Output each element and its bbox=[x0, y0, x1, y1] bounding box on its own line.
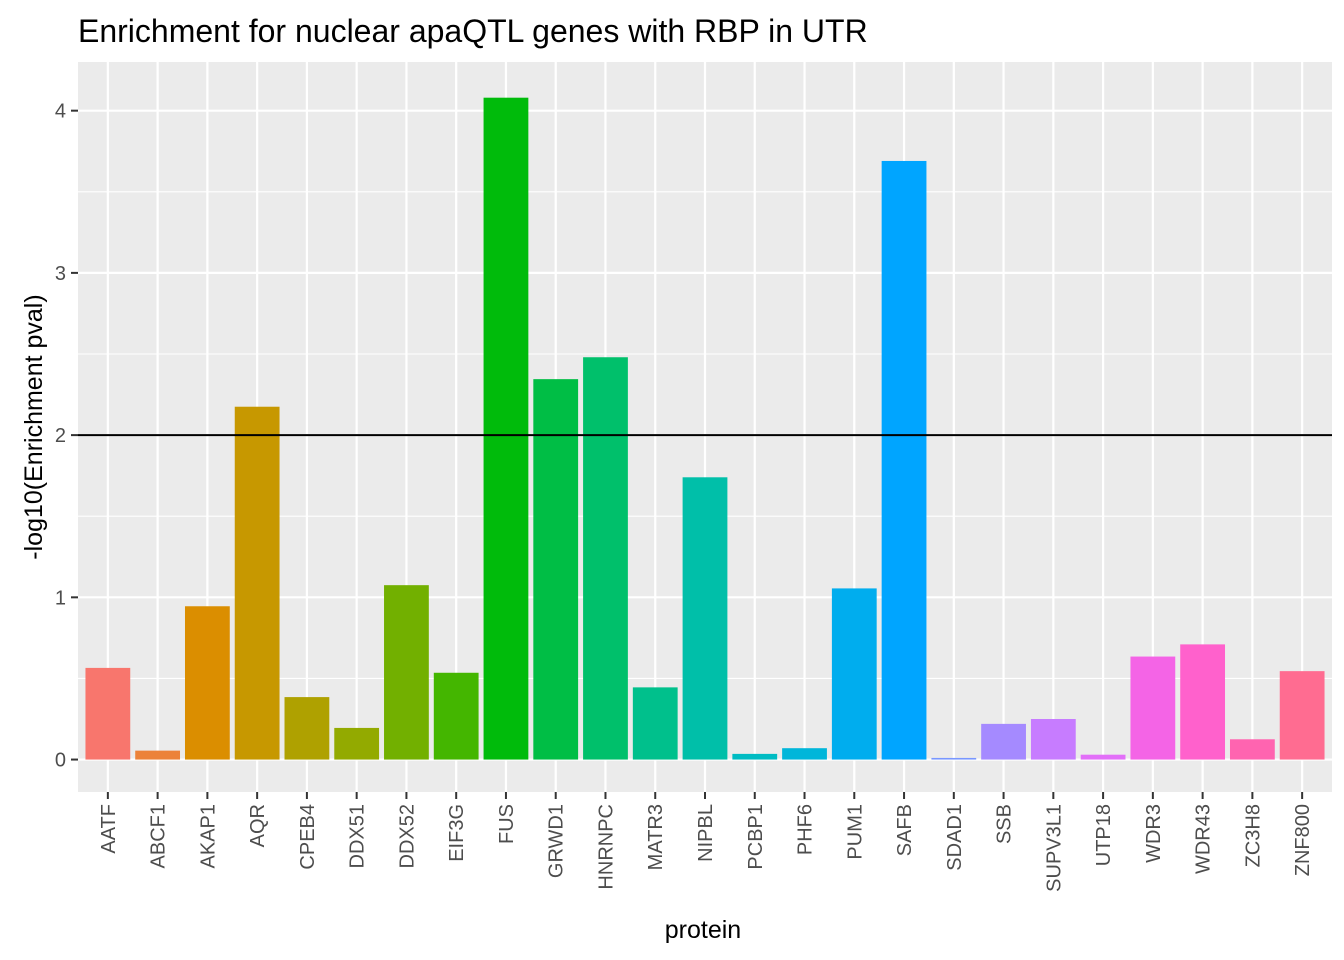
y-axis: 0 1 2 3 4 bbox=[55, 101, 78, 772]
bar-akap1 bbox=[184, 606, 230, 760]
bar-sdad1 bbox=[931, 757, 977, 760]
x-tick-label: SUPV3L1 bbox=[1043, 804, 1065, 892]
bar-supv3l1 bbox=[1030, 719, 1076, 760]
x-tick-label: SAFB bbox=[894, 804, 916, 856]
bar-nipbl bbox=[682, 477, 728, 760]
bar-aqr bbox=[234, 406, 280, 760]
bar-ddx52 bbox=[384, 585, 429, 760]
x-tick-label: UTP18 bbox=[1093, 804, 1115, 866]
x-tick-label: FUS bbox=[496, 804, 518, 844]
bar-pum1 bbox=[831, 588, 877, 760]
bar-pcbp1 bbox=[732, 753, 778, 760]
x-tick-label: CPEB4 bbox=[297, 804, 319, 870]
x-tick-label: PUM1 bbox=[844, 804, 866, 860]
x-tick-label: WDR3 bbox=[1143, 804, 1165, 863]
bar-matr3 bbox=[632, 687, 678, 760]
x-tick-label: PCBP1 bbox=[745, 804, 767, 870]
bar-abcf1 bbox=[135, 750, 181, 760]
chart-title: Enrichment for nuclear apaQTL genes with… bbox=[78, 13, 868, 49]
x-tick-label: PHF6 bbox=[795, 804, 817, 855]
x-tick-label: AKAP1 bbox=[197, 804, 219, 868]
y-tick-label: 1 bbox=[55, 587, 66, 609]
bar-znf800 bbox=[1279, 671, 1325, 760]
bar-ssb bbox=[981, 723, 1026, 760]
x-tick-label: ZNF800 bbox=[1292, 804, 1314, 876]
bar-eif3g bbox=[433, 672, 479, 760]
x-tick-label: AATF bbox=[98, 804, 120, 854]
x-tick-label: SDAD1 bbox=[944, 804, 966, 871]
x-tick-label: MATR3 bbox=[645, 804, 667, 870]
x-tick-label: WDR43 bbox=[1193, 804, 1215, 874]
y-tick-label: 4 bbox=[55, 101, 66, 123]
bar-wdr3 bbox=[1130, 656, 1176, 760]
bar-safb bbox=[881, 160, 927, 760]
x-tick-label: HNRNPC bbox=[595, 804, 617, 890]
bar-utp18 bbox=[1080, 754, 1126, 760]
y-axis-title: -log10(Enrichment pval) bbox=[20, 294, 48, 559]
x-tick-label: EIF3G bbox=[446, 804, 468, 862]
x-tick-label: GRWD1 bbox=[546, 804, 568, 878]
bar-hnrnpc bbox=[583, 357, 628, 760]
y-tick-label: 3 bbox=[55, 263, 66, 285]
bar-wdr43 bbox=[1180, 644, 1226, 760]
bar-layer bbox=[85, 97, 1325, 760]
bar-fus bbox=[483, 97, 529, 760]
x-tick-label: NIPBL bbox=[695, 804, 717, 862]
x-tick-label: ZC3H8 bbox=[1242, 804, 1264, 867]
x-axis-title: protein bbox=[665, 916, 741, 944]
x-tick-label: SSB bbox=[994, 804, 1016, 844]
bar-cpeb4 bbox=[284, 697, 330, 760]
bar-aatf bbox=[85, 667, 131, 760]
bar-zc3h8 bbox=[1229, 739, 1275, 760]
bar-ddx51 bbox=[334, 727, 380, 760]
x-axis: AATF ABCF1 AKAP1 AQR CPEB4 DDX51 DDX52 EIF3G FUS… bbox=[98, 792, 1314, 892]
x-tick-label: ABCF1 bbox=[148, 804, 170, 868]
y-tick-label: 0 bbox=[55, 750, 66, 772]
bar-phf6 bbox=[782, 748, 827, 760]
x-tick-label: AQR bbox=[247, 804, 269, 847]
y-tick-label: 2 bbox=[55, 425, 66, 447]
x-tick-label: DDX51 bbox=[347, 804, 369, 868]
bar-grwd1 bbox=[533, 379, 579, 760]
x-tick-label: DDX52 bbox=[396, 804, 418, 868]
